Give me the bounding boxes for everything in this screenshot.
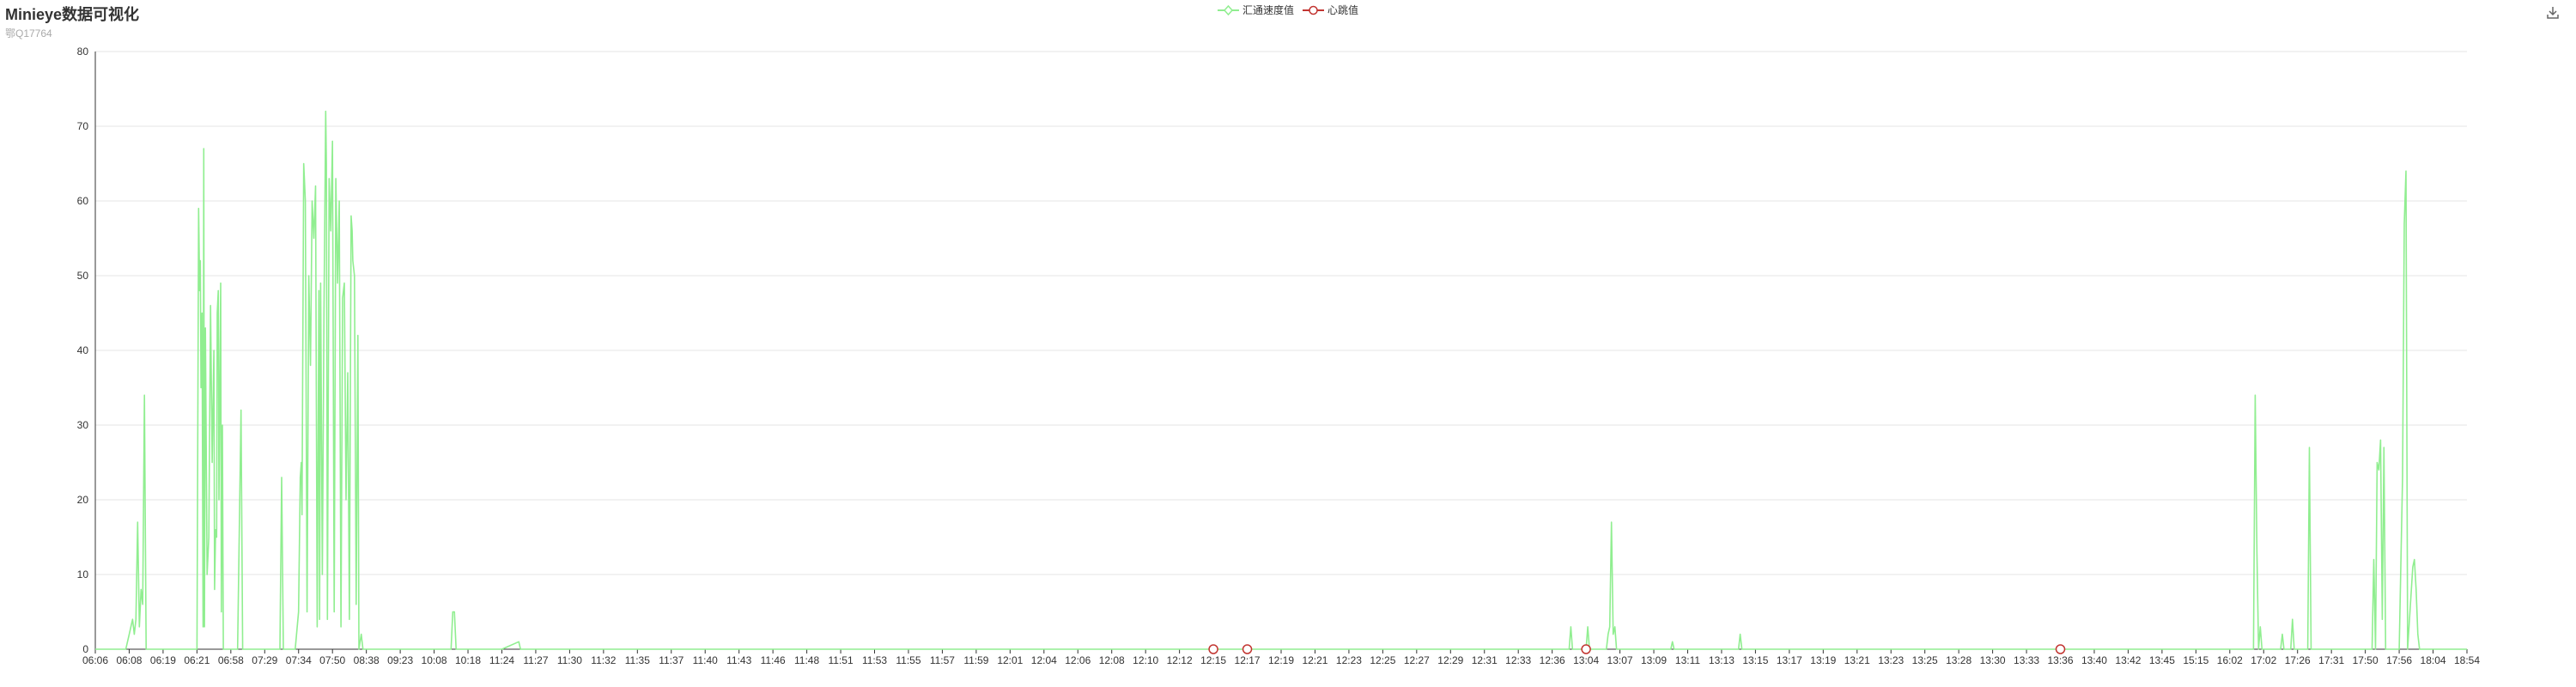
x-tick-label: 18:54: [2454, 654, 2480, 666]
x-tick-label: 11:32: [591, 654, 616, 666]
x-tick-label: 13:19: [1810, 654, 1836, 666]
x-tick-label: 13:04: [1573, 654, 1599, 666]
x-tick-label: 10:08: [422, 654, 447, 666]
x-tick-label: 12:17: [1235, 654, 1261, 666]
x-tick-label: 13:33: [2014, 654, 2039, 666]
x-tick-label: 07:29: [252, 654, 277, 666]
chart-title: Minieye数据可视化: [5, 6, 140, 23]
x-tick-label: 13:25: [1912, 654, 1938, 666]
x-tick-label: 11:40: [693, 654, 718, 666]
x-tick-label: 17:26: [2285, 654, 2311, 666]
x-tick-label: 18:04: [2421, 654, 2446, 666]
y-tick-label: 50: [77, 270, 89, 282]
x-tick-label: 13:21: [1844, 654, 1870, 666]
x-tick-label: 13:40: [2081, 654, 2107, 666]
x-tick-label: 11:46: [761, 654, 786, 666]
y-tick-label: 10: [77, 568, 89, 581]
x-tick-label: 17:56: [2386, 654, 2412, 666]
y-tick-label: 70: [77, 120, 89, 132]
x-tick-label: 12:33: [1505, 654, 1531, 666]
x-tick-label: 09:23: [387, 654, 413, 666]
x-tick-label: 06:19: [150, 654, 176, 666]
y-tick-label: 40: [77, 344, 89, 356]
chart-legend: 汇通速度值 心跳值: [1218, 3, 1358, 17]
y-tick-label: 80: [77, 46, 89, 58]
x-tick-label: 13:30: [1980, 654, 2006, 666]
x-tick-label: 12:25: [1370, 654, 1395, 666]
x-tick-label: 06:58: [218, 654, 244, 666]
x-tick-label: 06:06: [82, 654, 108, 666]
x-tick-label: 12:23: [1336, 654, 1362, 666]
x-tick-label: 13:11: [1675, 654, 1700, 666]
x-tick-label: 13:13: [1709, 654, 1735, 666]
heartbeat-point: [1208, 644, 1218, 654]
legend-item-heartbeat[interactable]: 心跳值: [1303, 3, 1358, 17]
x-tick-label: 13:17: [1777, 654, 1802, 666]
legend-heartbeat-marker: [1303, 5, 1325, 15]
x-tick-label: 16:02: [2217, 654, 2243, 666]
x-tick-label: 12:12: [1167, 654, 1193, 666]
x-tick-label: 13:36: [2047, 654, 2073, 666]
legend-label-heartbeat: 心跳值: [1327, 4, 1359, 16]
x-tick-label: 17:31: [2318, 654, 2344, 666]
series-line-speed: [95, 110, 2467, 650]
heartbeat-point: [1581, 644, 1591, 654]
x-tick-label: 12:06: [1065, 654, 1091, 666]
y-tick-label: 60: [77, 195, 89, 207]
x-tick-label: 11:24: [489, 654, 514, 666]
heartbeat-point: [1242, 644, 1253, 654]
heartbeat-point: [2055, 644, 2066, 654]
x-tick-label: 10:18: [455, 654, 481, 666]
x-tick-label: 11:48: [794, 654, 819, 666]
y-tick-label: 0: [82, 643, 88, 655]
x-tick-label: 12:19: [1268, 654, 1294, 666]
x-tick-label: 06:21: [184, 654, 210, 666]
x-tick-label: 13:45: [2149, 654, 2175, 666]
x-tick-label: 12:29: [1437, 654, 1463, 666]
x-tick-label: 12:08: [1099, 654, 1125, 666]
x-tick-label: 11:55: [896, 654, 920, 666]
x-tick-label: 13:07: [1607, 654, 1633, 666]
legend-label-speed: 汇通速度值: [1242, 4, 1295, 16]
chart-subtitle: 鄂Q17764: [5, 27, 52, 40]
x-tick-label: 13:15: [1742, 654, 1768, 666]
x-tick-label: 13:42: [2115, 654, 2141, 666]
y-tick-label: 30: [77, 419, 89, 431]
x-tick-label: 11:35: [625, 654, 650, 666]
x-tick-label: 12:15: [1200, 654, 1226, 666]
x-tick-label: 15:15: [2183, 654, 2208, 666]
x-tick-label: 12:27: [1404, 654, 1430, 666]
x-tick-label: 11:37: [659, 654, 683, 666]
x-tick-label: 11:57: [930, 654, 955, 666]
legend-speed-marker: [1218, 4, 1239, 15]
x-tick-label: 07:50: [319, 654, 345, 666]
x-tick-label: 06:08: [116, 654, 142, 666]
x-tick-label: 11:51: [828, 654, 853, 666]
x-tick-label: 11:59: [963, 654, 988, 666]
x-tick-label: 13:09: [1641, 654, 1667, 666]
legend-item-speed[interactable]: 汇通速度值: [1218, 3, 1294, 17]
x-tick-label: 11:30: [557, 654, 582, 666]
x-tick-label: 12:31: [1472, 654, 1498, 666]
x-tick-label: 13:23: [1878, 654, 1904, 666]
x-tick-label: 11:27: [523, 654, 548, 666]
x-tick-label: 12:21: [1302, 654, 1327, 666]
x-tick-label: 12:10: [1133, 654, 1158, 666]
x-tick-label: 17:50: [2353, 654, 2379, 666]
y-tick-label: 20: [77, 494, 89, 506]
x-tick-label: 11:53: [862, 654, 887, 666]
x-tick-label: 12:01: [997, 654, 1023, 666]
x-tick-label: 12:36: [1540, 654, 1565, 666]
x-tick-label: 08:38: [354, 654, 380, 666]
x-tick-label: 17:02: [2251, 654, 2276, 666]
x-tick-label: 13:28: [1946, 654, 1971, 666]
x-tick-label: 11:43: [726, 654, 751, 666]
x-tick-label: 07:34: [286, 654, 312, 666]
x-tick-label: 12:04: [1031, 654, 1057, 666]
download-icon[interactable]: [2545, 5, 2561, 21]
